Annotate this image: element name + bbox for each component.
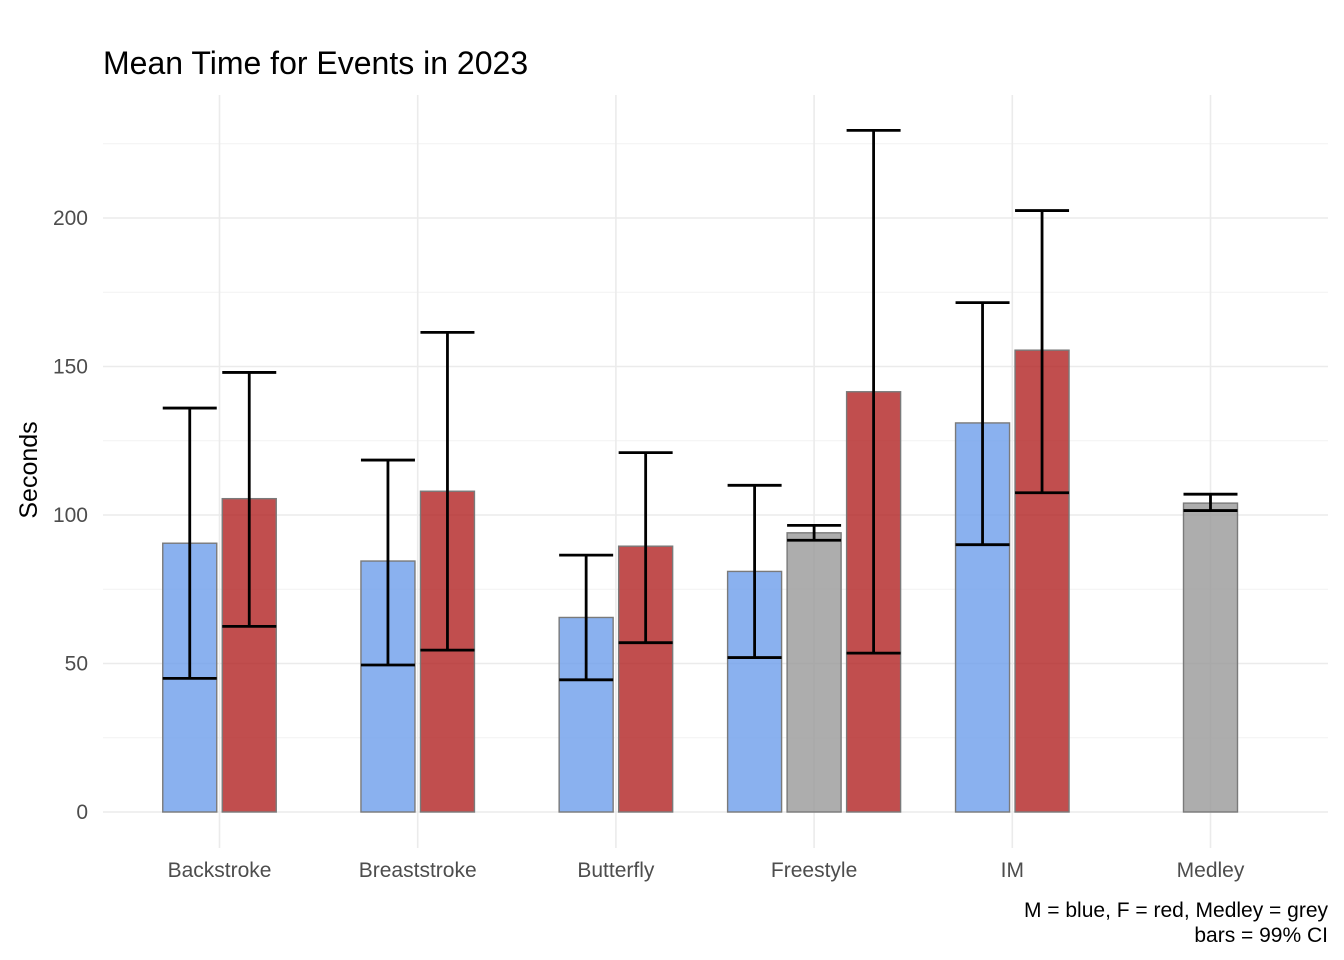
y-tick-label: 50 xyxy=(65,653,88,676)
error-bar-breaststroke-f xyxy=(420,330,475,652)
bar-medley-medley xyxy=(1182,502,1239,813)
bar-freestyle-medley xyxy=(786,532,842,813)
error-bar-medley-medley xyxy=(1183,492,1238,512)
y-tick-label: 0 xyxy=(76,801,88,824)
x-tick-label: IM xyxy=(1001,859,1024,882)
y-axis-ticks: 0 50 100 150 200 xyxy=(53,207,88,824)
y-tick-label: 100 xyxy=(53,504,88,527)
x-tick-label: Medley xyxy=(1177,859,1245,882)
error-bar-freestyle-f xyxy=(846,128,901,655)
caption-line-1: M = blue, F = red, Medley = grey xyxy=(1024,899,1329,922)
error-bar-butterfly-m xyxy=(559,553,614,682)
error-bar-im-f xyxy=(1015,209,1070,495)
bars xyxy=(162,349,1239,813)
x-tick-label: Butterfly xyxy=(577,859,655,882)
grid xyxy=(103,95,1328,848)
caption-line-2: bars = 99% CI xyxy=(1194,924,1328,947)
x-tick-label: Backstroke xyxy=(168,859,272,882)
error-bar-breaststroke-m xyxy=(360,458,415,667)
error-bars xyxy=(162,128,1238,682)
x-axis-ticks: Backstroke Breaststroke Butterfly Freestyle… xyxy=(168,859,1245,882)
y-tick-label: 200 xyxy=(53,207,88,230)
bar-breaststroke-m xyxy=(360,560,416,813)
y-axis-title: Seconds xyxy=(15,421,43,518)
error-bar-backstroke-m xyxy=(162,406,217,680)
error-bar-freestyle-medley xyxy=(787,523,842,542)
chart-title: Mean Time for Events in 2023 xyxy=(103,45,528,81)
error-bar-backstroke-f xyxy=(222,371,277,628)
x-tick-label: Freestyle xyxy=(771,859,857,882)
x-tick-label: Breaststroke xyxy=(359,859,477,882)
error-bar-freestyle-m xyxy=(727,483,782,659)
y-tick-label: 150 xyxy=(53,356,88,379)
error-bar-butterfly-f xyxy=(618,451,673,645)
error-bar-im-m xyxy=(955,301,1010,547)
